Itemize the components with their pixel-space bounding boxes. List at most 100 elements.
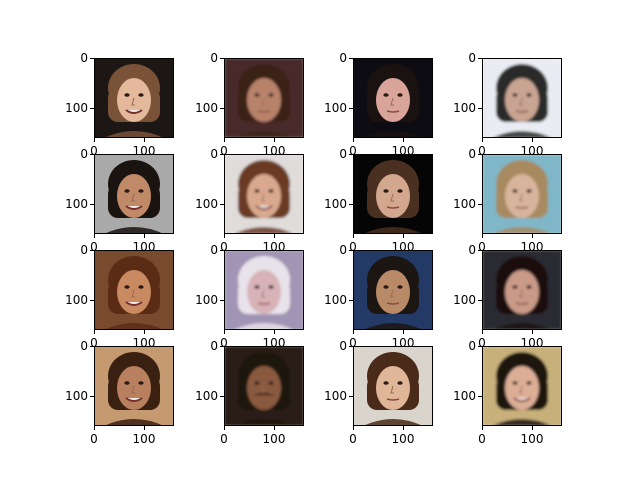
axes-frame [94,346,174,426]
face-photo [94,58,174,138]
x-tick-mark [353,138,354,142]
subplot-panel: 0 100 0 100 [65,243,174,350]
subplot-panel: 0 100 0 100 [453,51,562,158]
y-tick-label: 0 [468,243,476,257]
y-tick-mark [90,204,94,205]
subplot-panel: 0 100 0 100 [324,243,433,350]
face-photo [482,250,562,330]
x-tick-label: 0 [349,240,357,254]
x-tick-label: 0 [349,432,357,446]
subplot-panel: 0 100 0 100 [65,339,174,446]
x-tick-label: 0 [478,144,486,158]
y-tick-label: 0 [210,51,218,65]
y-tick-label: 0 [80,243,88,257]
axes-frame [353,250,433,330]
y-tick-mark [349,154,353,155]
subplot-panel: 0 100 0 100 [195,147,304,254]
y-tick-label: 100 [195,101,218,115]
subplot-panel: 0 100 0 100 [324,147,433,254]
face-photo [353,58,433,138]
y-tick-label: 100 [324,293,347,307]
x-tick-mark [144,330,145,334]
axes-frame [353,58,433,138]
y-tick-mark [478,154,482,155]
x-tick-mark [94,426,95,430]
axes-frame [482,250,562,330]
y-tick-label: 0 [210,147,218,161]
axes-frame [224,154,304,234]
x-tick-mark [224,138,225,142]
face-photo [94,250,174,330]
face-photo [224,346,304,426]
x-tick-label: 100 [262,432,286,446]
x-tick-label: 0 [220,240,228,254]
y-tick-mark [220,396,224,397]
y-tick-mark [220,300,224,301]
subplot-panel: 0 100 0 100 [453,147,562,254]
y-tick-mark [90,250,94,251]
x-tick-mark [353,330,354,334]
y-tick-mark [220,204,224,205]
y-tick-label: 100 [65,389,88,403]
y-tick-mark [478,396,482,397]
x-tick-mark [482,426,483,430]
y-tick-mark [220,58,224,59]
face-photo [224,58,304,138]
y-tick-label: 0 [80,339,88,353]
x-tick-mark [144,234,145,238]
y-tick-label: 100 [453,197,476,211]
y-tick-mark [90,108,94,109]
face-photo [353,154,433,234]
y-tick-label: 100 [195,389,218,403]
subplot-panel: 0 100 0 100 [324,51,433,158]
y-tick-label: 0 [339,147,347,161]
y-tick-mark [478,250,482,251]
x-tick-mark [144,138,145,142]
axes-frame [94,58,174,138]
y-tick-mark [349,250,353,251]
x-tick-label: 0 [349,336,357,350]
x-tick-label: 0 [220,336,228,350]
y-tick-label: 100 [65,293,88,307]
y-tick-label: 0 [210,339,218,353]
y-tick-label: 0 [80,147,88,161]
y-tick-label: 100 [324,389,347,403]
y-tick-mark [349,396,353,397]
subplot-panel: 0 100 0 100 [453,243,562,350]
y-tick-mark [90,396,94,397]
y-tick-label: 100 [453,101,476,115]
y-tick-mark [349,346,353,347]
x-tick-label: 100 [391,432,415,446]
y-tick-mark [220,346,224,347]
x-tick-mark [403,234,404,238]
x-tick-mark [94,138,95,142]
x-tick-mark [532,426,533,430]
y-tick-label: 100 [195,197,218,211]
y-tick-mark [478,204,482,205]
face-photo [94,154,174,234]
face-photo [482,346,562,426]
y-tick-mark [220,108,224,109]
y-tick-label: 0 [210,243,218,257]
face-photo [224,154,304,234]
x-tick-mark [94,234,95,238]
y-tick-mark [90,346,94,347]
y-tick-mark [478,346,482,347]
x-tick-mark [274,330,275,334]
x-tick-label: 0 [90,144,98,158]
y-tick-label: 0 [468,147,476,161]
y-tick-mark [90,58,94,59]
y-tick-label: 100 [453,293,476,307]
y-tick-mark [220,154,224,155]
axes-frame [224,58,304,138]
axes-frame [94,250,174,330]
axes-frame [353,346,433,426]
y-tick-mark [349,204,353,205]
y-tick-label: 0 [468,339,476,353]
subplot-panel: 0 100 0 100 [453,339,562,446]
subplot-panel: 0 100 0 100 [324,339,433,446]
axes-frame [94,154,174,234]
face-photo [224,250,304,330]
x-tick-mark [403,138,404,142]
